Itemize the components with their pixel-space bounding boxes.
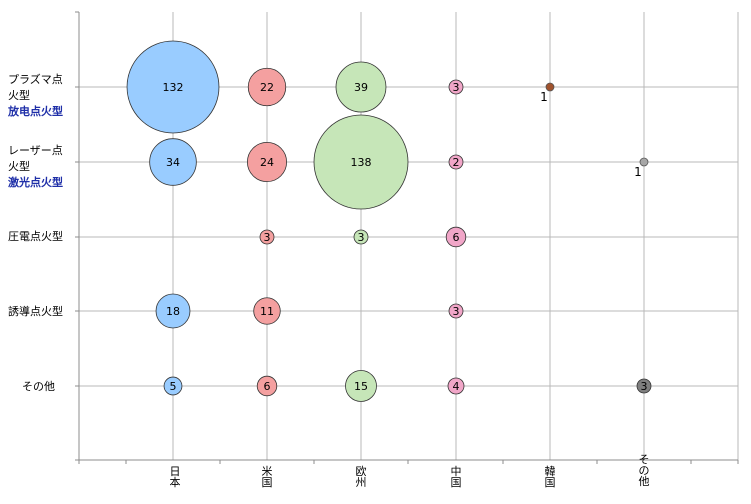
bubble-r4-c2 (345, 370, 377, 402)
bubble-r2-c3 (445, 226, 467, 248)
bubble-r3-c3 (448, 303, 464, 319)
bubble-r0-c0 (126, 40, 220, 134)
row-label-induction: 誘導点火型 (8, 305, 63, 318)
bubble-label-r2-c3: 6 (453, 231, 460, 244)
bubble-r4-c0 (163, 376, 183, 396)
bubble-r2-c2 (353, 229, 369, 245)
bubble-r1-c5 (639, 157, 649, 167)
bubble-label-r0-c1: 22 (260, 81, 274, 94)
bubble-label-r0-c4: 1 (540, 90, 548, 104)
row-label-other: その他 (22, 380, 55, 393)
col-label-usa: 米国 (261, 465, 273, 489)
bubble-r1-c0 (149, 138, 197, 186)
bubble-r3-c1 (253, 297, 281, 325)
col-label-other: その他 (638, 453, 650, 488)
bubble-r1-c1 (246, 141, 288, 183)
bubble-label-r0-c2: 39 (354, 81, 368, 94)
bubble-label-r0-c3: 3 (453, 81, 460, 94)
row-sublabel-laser: 激光点火型 (8, 176, 63, 189)
row-sublabel-plasma: 放电点火型 (8, 105, 63, 118)
bubble-label-r1-c5: 1 (634, 165, 642, 179)
bubble-label-r1-c2: 138 (351, 156, 372, 169)
bubble-r4-c3 (447, 377, 465, 395)
row-label-plasma: プラズマ点火型 放电点火型 (8, 73, 63, 118)
bubble-r2-c1 (259, 229, 275, 245)
bubble-label-r3-c1: 11 (260, 305, 274, 318)
bubble-r1-c3 (448, 154, 464, 170)
bubble-label-r0-c0: 132 (163, 81, 184, 94)
bubble-label-r1-c1: 24 (260, 156, 274, 169)
bubble-r0-c1 (247, 67, 287, 107)
bubble-r3-c0 (155, 293, 191, 329)
bubble-r0-c2 (335, 61, 387, 113)
bubble-label-r4-c5: 3 (641, 380, 648, 393)
bubble-r0-c3 (448, 79, 464, 95)
row-label-piezo: 圧電点火型 (8, 230, 63, 243)
bubble-label-r2-c1: 3 (264, 231, 271, 244)
bubble-label-r3-c3: 3 (453, 305, 460, 318)
bubble-r1-c2 (313, 114, 409, 210)
bubble-label-r4-c0: 5 (170, 380, 177, 393)
bubble-label-r4-c1: 6 (264, 380, 271, 393)
bubble-label-r4-c3: 4 (453, 380, 460, 393)
bubble-label-r1-c0: 34 (166, 156, 180, 169)
bubble-label-r2-c2: 3 (358, 231, 365, 244)
row-label-laser: レーザー点火型 激光点火型 (8, 144, 63, 189)
col-label-china: 中国 (450, 465, 462, 489)
bubble-r4-c1 (256, 375, 278, 397)
col-label-europe: 欧州 (355, 465, 367, 489)
bubble-label-r4-c2: 15 (354, 380, 368, 393)
bubble-r4-c5 (636, 378, 652, 394)
bubble-label-r1-c3: 2 (453, 156, 460, 169)
bubble-r0-c4 (545, 82, 555, 92)
bubble-label-r3-c0: 18 (166, 305, 180, 318)
col-label-korea: 韓国 (544, 465, 556, 489)
col-label-japan: 日本 (169, 465, 181, 489)
